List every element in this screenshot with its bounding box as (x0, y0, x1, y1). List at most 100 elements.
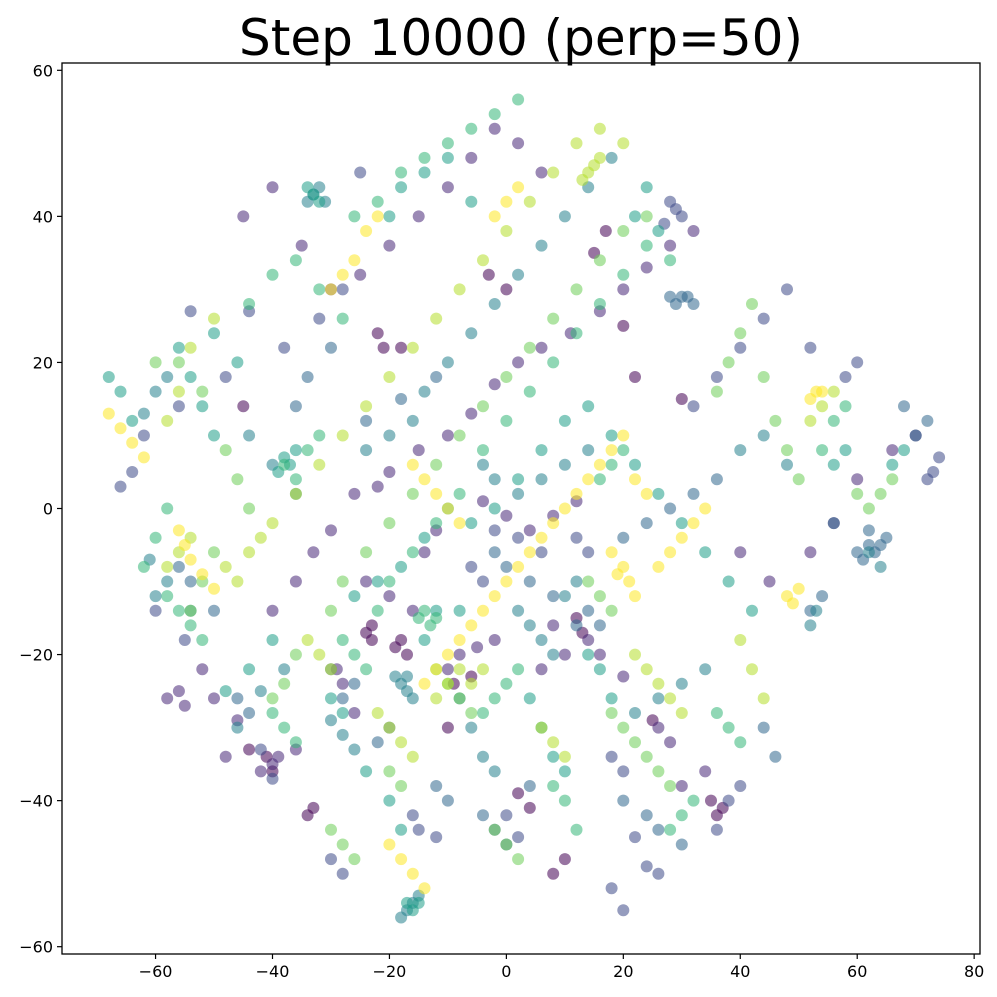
data-point (512, 787, 525, 800)
data-point (558, 765, 571, 778)
data-point (465, 195, 478, 208)
data-point (512, 356, 525, 369)
data-point (512, 663, 525, 676)
data-point (816, 590, 829, 603)
data-point (839, 444, 852, 457)
data-point (348, 210, 361, 223)
data-point (804, 414, 817, 427)
data-point (605, 458, 618, 471)
data-point (289, 575, 302, 588)
data-point (757, 371, 770, 383)
data-point (360, 414, 373, 427)
data-point (266, 707, 279, 719)
data-point (208, 692, 220, 705)
data-point (289, 400, 302, 413)
data-point (336, 692, 349, 705)
data-point (313, 458, 326, 471)
data-point (231, 721, 244, 734)
data-point (289, 648, 302, 661)
data-point (617, 429, 630, 442)
data-point (289, 254, 302, 267)
data-point (137, 560, 150, 573)
data-point (652, 677, 665, 690)
data-point (477, 400, 489, 413)
data-point (675, 677, 688, 690)
data-point (465, 327, 478, 340)
data-point (219, 444, 232, 457)
data-point (500, 838, 513, 851)
data-point (687, 400, 700, 413)
data-point (383, 429, 396, 442)
data-point (687, 517, 700, 530)
data-point (500, 225, 513, 237)
points-layer (102, 93, 946, 924)
data-point (488, 765, 501, 778)
data-point (874, 560, 887, 573)
data-point (301, 444, 314, 457)
data-point (477, 604, 489, 617)
data-point (687, 487, 700, 500)
data-point (535, 721, 548, 734)
data-point (593, 663, 606, 676)
data-point (161, 502, 174, 515)
data-point (477, 663, 489, 676)
data-point (430, 780, 443, 792)
x-axis: −60 −40 −20 0 20 40 60 80 (139, 954, 984, 981)
data-point (453, 604, 466, 617)
data-point (547, 736, 560, 749)
data-point (383, 794, 396, 807)
data-point (383, 590, 396, 603)
data-point (477, 809, 489, 822)
data-point (547, 166, 560, 179)
data-point (465, 122, 478, 135)
data-point (243, 663, 256, 676)
data-point (360, 575, 373, 588)
data-point (488, 378, 501, 391)
data-point (430, 692, 443, 705)
data-point (664, 254, 677, 267)
data-point (558, 414, 571, 427)
data-point (629, 590, 641, 603)
data-point (243, 743, 256, 756)
data-point (664, 780, 677, 792)
data-point (412, 444, 425, 457)
data-point (640, 239, 653, 252)
data-point (664, 502, 677, 515)
data-point (512, 853, 525, 866)
data-point (243, 429, 256, 442)
data-point (412, 896, 425, 909)
data-point (652, 867, 665, 880)
data-point (570, 283, 583, 296)
data-point (722, 794, 735, 807)
data-point (243, 546, 256, 559)
data-point (389, 641, 402, 654)
data-point (605, 707, 618, 719)
data-point (488, 502, 501, 515)
data-point (172, 356, 185, 369)
data-point (839, 400, 852, 413)
data-point (851, 487, 864, 500)
data-point (640, 487, 653, 500)
data-point (593, 254, 606, 267)
data-point (769, 750, 782, 763)
data-point (149, 604, 162, 617)
data-point (383, 466, 396, 478)
data-point (558, 210, 571, 223)
data-point (710, 823, 723, 836)
data-point (523, 801, 536, 814)
data-point (629, 648, 641, 661)
data-point (383, 517, 396, 530)
data-point (570, 487, 583, 500)
data-point (137, 429, 150, 442)
data-point (699, 765, 712, 778)
data-point (576, 173, 589, 186)
data-point (617, 721, 630, 734)
data-point (389, 670, 402, 683)
data-point (710, 707, 723, 719)
data-point (219, 371, 232, 383)
data-point (395, 780, 408, 792)
data-point (383, 239, 396, 252)
data-point (523, 195, 536, 208)
data-point (383, 210, 396, 223)
data-point (734, 327, 747, 340)
